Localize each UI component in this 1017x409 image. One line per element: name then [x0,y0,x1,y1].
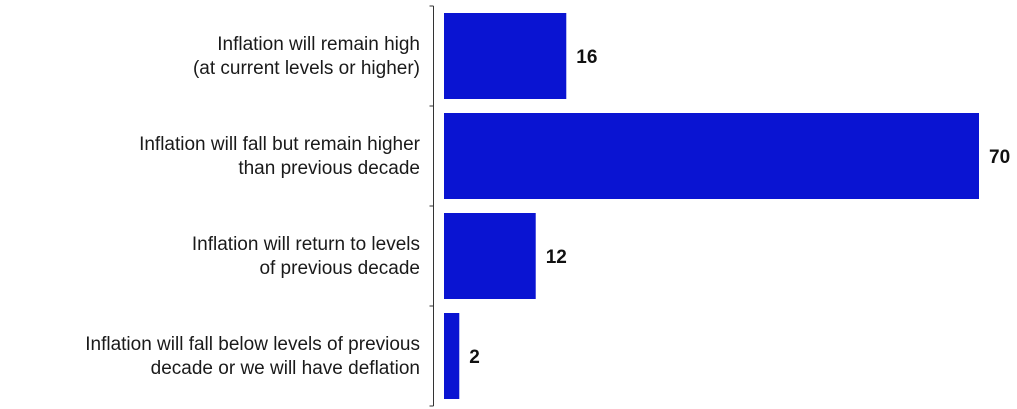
category-label: Inflation will remain high [217,34,420,55]
category-label: Inflation will return to levels [192,234,420,255]
data-label: 2 [469,347,480,368]
data-label: 16 [576,47,597,68]
category-label: than previous decade [238,158,420,179]
category-label: of previous decade [259,258,420,279]
category-label: (at current levels or higher) [193,58,420,79]
bar [444,213,536,299]
bars [444,13,979,399]
category-axis [429,5,434,407]
bar [444,313,460,399]
data-label: 70 [989,147,1010,168]
category-label: Inflation will fall below levels of prev… [85,334,420,355]
category-label: Inflation will fall but remain higher [139,134,421,155]
data-labels: 16 70 12 2 [469,47,1010,368]
category-labels: Inflation will remain high (at current le… [85,34,420,379]
data-label: 12 [546,247,567,268]
bar [444,13,567,99]
category-label: decade or we will have deflation [151,358,420,379]
bar [444,113,979,199]
